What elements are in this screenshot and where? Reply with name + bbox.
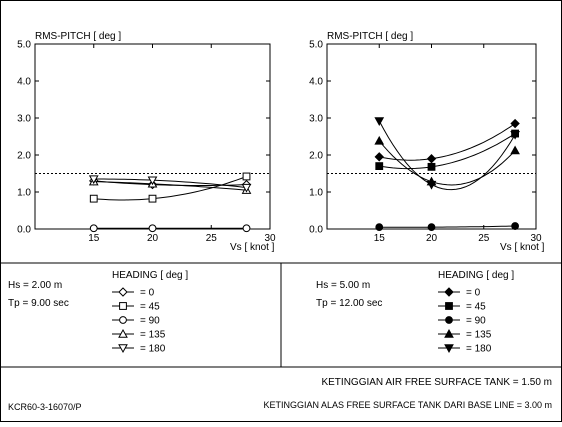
legend-marker-icon (444, 287, 454, 297)
y-axis-label: RMS-PITCH [ deg ] (35, 31, 121, 42)
legend-entry-label: = 90 (140, 316, 160, 327)
data-point-135 (374, 135, 385, 145)
data-point-0 (510, 118, 520, 129)
data-point-45 (89, 194, 98, 203)
right-chart-panel: RMS-PITCH [ deg ] Vs [ knot ] 0.0 1.0 2.0 3… (309, 31, 545, 253)
y-tick-label: 3.0 (17, 114, 31, 125)
footer-line1: KETINGGIAN AIR FREE SURFACE TANK = 1.50 … (321, 377, 552, 388)
legend-entry-label: = 135 (466, 330, 492, 341)
tp-value: Tp = 12.00 sec (316, 298, 382, 309)
data-point-90 (89, 224, 98, 233)
series-line-135 (93, 181, 247, 191)
data-point-180 (241, 183, 252, 193)
y-tick-label: 2.0 (309, 151, 323, 162)
legend-marker-icon (118, 344, 128, 354)
data-point-180 (88, 175, 99, 185)
legend-entry-label: = 180 (140, 344, 166, 355)
series-line-45 (379, 133, 516, 170)
y-tick-label: 5.0 (309, 40, 323, 51)
y-tick-label: 1.0 (309, 188, 323, 199)
data-point-45 (375, 162, 384, 170)
x-tick-label: 15 (374, 233, 386, 244)
data-point-45 (427, 162, 436, 171)
data-point-90 (148, 224, 157, 233)
y-tick-label: 0.0 (309, 225, 323, 236)
x-tick-label: 25 (206, 233, 218, 244)
data-point-135 (510, 145, 520, 155)
y-tick-label: 0.0 (17, 225, 31, 236)
conditions-left: Hs = 2.00 m Tp = 9.00 sec HEADING [ deg … (8, 270, 188, 355)
x-axis-label: Vs [ knot ] (500, 242, 545, 253)
y-tick-label: 4.0 (309, 77, 323, 88)
legend-marker-icon (444, 344, 454, 354)
legend-marker-icon (118, 328, 128, 338)
y-axis-label: RMS-PITCH [ deg ] (327, 31, 413, 42)
y-tick-label: 3.0 (309, 114, 323, 125)
legend-entry-label: = 45 (140, 302, 160, 313)
y-tick-label: 5.0 (17, 40, 31, 51)
series-line-0 (379, 123, 516, 161)
series-line-90 (379, 225, 516, 228)
data-point-45 (242, 172, 251, 181)
legend-marker-icon (118, 287, 128, 297)
legend-entry-label: = 180 (466, 344, 492, 355)
data-point-180 (426, 180, 437, 190)
data-point-0 (374, 152, 384, 162)
legend-entry-label: = 0 (466, 288, 481, 299)
legend-marker-icon (445, 302, 453, 310)
y-tick-label: 4.0 (17, 77, 31, 88)
legend-entry-label: = 135 (140, 330, 166, 341)
legend-entry-label: = 90 (466, 316, 486, 327)
data-point-180 (374, 117, 385, 126)
y-tick-label: 2.0 (17, 151, 31, 162)
x-axis-label: Vs [ knot ] (230, 242, 275, 253)
data-point-90 (242, 224, 251, 233)
data-point-90 (375, 223, 384, 232)
left-chart-panel: RMS-PITCH [ deg ] Vs [ knot ] 0.0 1.0 2.0 3… (17, 31, 276, 253)
series-line-180 (93, 178, 247, 189)
footer-code: KCR60-3-16070/P (8, 402, 82, 412)
x-tick-label: 25 (478, 233, 490, 244)
legend-left: = 0 = 45 = 90 = 135 = 180 (112, 287, 166, 355)
series-line-135 (378, 140, 516, 186)
data-point-90 (427, 223, 436, 232)
legend-entry-label: = 45 (466, 302, 486, 313)
legend-marker-icon (119, 316, 127, 324)
x-tick-label: 30 (264, 233, 276, 244)
data-point-0 (426, 153, 437, 164)
legend-right: = 0 = 45 = 90 = 135 = 180 (438, 287, 492, 355)
hs-value: Hs = 2.00 m (8, 280, 62, 291)
data-point-45 (148, 194, 157, 203)
legend-marker-icon (445, 316, 453, 324)
legend-marker-icon (444, 328, 454, 338)
conditions-right: Hs = 5.00 m Tp = 12.00 sec HEADING [ deg… (316, 270, 514, 355)
series-line-180 (378, 120, 516, 191)
x-tick-label: 20 (147, 233, 159, 244)
footer-line2: KETINGGIAN ALAS FREE SURFACE TANK DARI B… (263, 400, 552, 410)
y-tick-label: 1.0 (17, 188, 31, 199)
data-point-180 (147, 176, 158, 186)
legend-marker-icon (119, 302, 127, 310)
heading-title: HEADING [ deg ] (438, 270, 514, 281)
tp-value: Tp = 9.00 sec (8, 298, 69, 309)
x-tick-label: 15 (88, 233, 100, 244)
data-point-180 (510, 130, 520, 140)
x-tick-label: 30 (530, 233, 542, 244)
hs-value: Hs = 5.00 m (316, 280, 370, 291)
legend-entry-label: = 0 (140, 288, 155, 299)
x-tick-label: 20 (426, 233, 438, 244)
data-point-90 (511, 222, 519, 230)
heading-title: HEADING [ deg ] (112, 270, 188, 281)
